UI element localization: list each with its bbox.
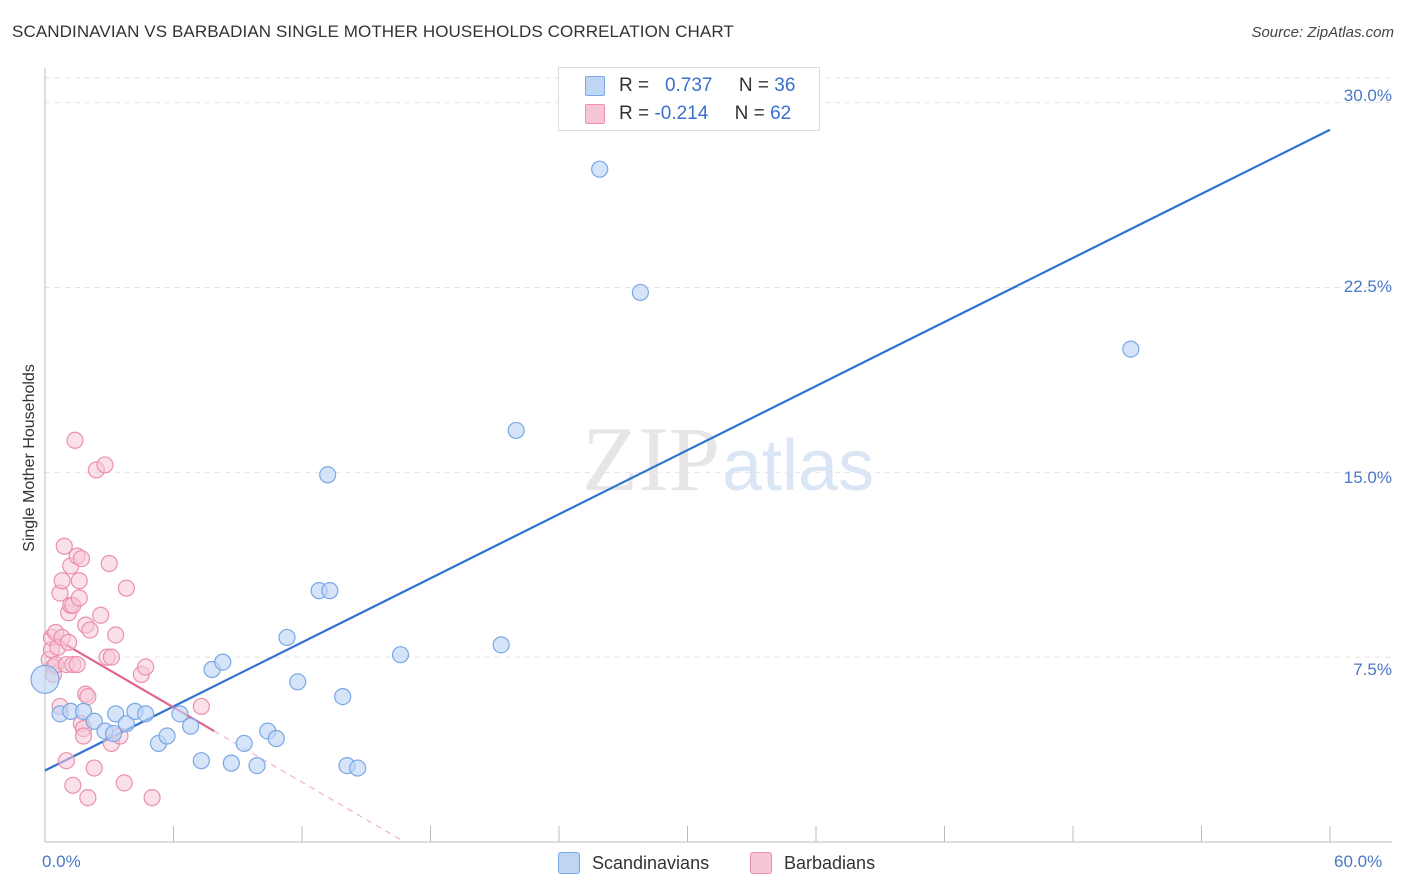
legend-row-scandinavians: R = 0.737 N = 36 — [585, 74, 795, 98]
scandinavians-point — [267, 729, 285, 748]
scandinavians-point — [591, 160, 609, 178]
barbadians-points — [40, 431, 210, 807]
barbadians-point — [85, 759, 103, 777]
scandinavians-point — [85, 712, 103, 730]
y-tick-label: 7.5% — [1353, 660, 1392, 679]
barbadians-point — [137, 658, 155, 676]
scandinavians-point — [1122, 340, 1140, 358]
n-label: N = — [734, 103, 765, 124]
legend-swatch-blue — [558, 852, 580, 874]
scandinavians-point — [492, 636, 510, 654]
barbadians-point — [79, 687, 97, 706]
legend-swatch-pink — [750, 852, 772, 874]
barbadians-point — [70, 572, 88, 590]
n-value: 62 — [770, 103, 792, 124]
scandinavians-point — [104, 724, 123, 743]
legend-swatch-blue — [585, 76, 605, 96]
watermark-zip: ZIP — [582, 408, 720, 510]
y-tick-label: 15.0% — [1343, 468, 1392, 487]
y-tick-label: 30.0% — [1343, 86, 1392, 105]
scandinavians-point — [74, 702, 93, 720]
n-label: N = — [738, 75, 770, 96]
x-tick-label-max: 60.0% — [1334, 852, 1383, 871]
barbadians-point — [115, 774, 133, 792]
legend-swatch-pink — [585, 104, 605, 124]
scandinavians-point — [319, 466, 337, 484]
scandinavians-point — [235, 734, 253, 753]
barbadians-point — [66, 431, 84, 449]
scandinavians-point — [222, 754, 240, 772]
scandinavians-point — [248, 756, 266, 775]
legend-label: Barbadians — [784, 852, 876, 873]
scandinavians-point — [117, 715, 135, 733]
scandinavians-point — [278, 628, 296, 647]
scandinavians-point — [171, 705, 189, 723]
scandinavians-point — [107, 705, 125, 723]
barbadians-point — [68, 655, 86, 674]
scandinavians-point — [137, 705, 155, 723]
scandinavians-point — [391, 646, 410, 664]
barbadians-point — [102, 648, 120, 666]
y-tick-label: 22.5% — [1343, 277, 1392, 296]
legend-label: Scandinavians — [592, 852, 710, 873]
legend-item-barbadians[interactable]: Barbadians — [750, 852, 875, 874]
n-value: 36 — [774, 75, 796, 96]
barbadians-point — [100, 554, 118, 573]
legend-item-scandinavians[interactable]: Scandinavians — [558, 852, 709, 874]
barbadians-point — [74, 727, 93, 745]
scandinavians-point — [182, 717, 200, 735]
barbadians-point — [59, 633, 78, 651]
barbadians-point — [53, 572, 71, 590]
scandinavians-point — [334, 687, 352, 706]
axes — [44, 68, 1392, 843]
chart-title: SCANDINAVIAN VS BARBADIAN SINGLE MOTHER … — [12, 22, 734, 41]
gridlines — [45, 77, 1392, 658]
stats-legend: R = 0.737 N = 36 R = -0.214 N = 62 — [558, 67, 820, 131]
legend-row-barbadians: R = -0.214 N = 62 — [585, 102, 791, 126]
barbadians-point — [192, 697, 210, 716]
barbadians-point — [70, 589, 88, 607]
barbadians-point — [96, 456, 114, 474]
r-value: -0.214 — [654, 103, 709, 124]
scandinavians-point — [30, 664, 60, 694]
scandinavians-point — [631, 283, 649, 302]
watermark-atlas: atlas — [722, 426, 874, 506]
barbadians-point — [92, 606, 110, 624]
r-label: R = — [619, 75, 650, 96]
r-value: 0.737 — [664, 75, 713, 96]
scandinavians-point — [507, 421, 525, 440]
barbadians-point — [57, 752, 76, 770]
scandinavians-point — [289, 673, 307, 691]
scandinavians-point — [158, 727, 176, 745]
barbadians-point — [143, 789, 161, 807]
x-tick-label-min: 0.0% — [42, 852, 81, 871]
scandinavians-trend-line — [44, 128, 1331, 772]
barbadians-point — [72, 549, 91, 568]
barbadians-point — [55, 537, 73, 555]
scandinavians-point — [349, 759, 367, 777]
r-label: R = — [619, 103, 650, 124]
scandinavians-point — [192, 752, 210, 770]
source-label: Source: ZipAtlas.com — [1251, 24, 1394, 41]
barbadians-point — [107, 626, 125, 644]
barbadians-point — [79, 789, 97, 807]
barbadians-point — [81, 621, 99, 639]
barbadians-point — [64, 776, 82, 794]
scandinavians-points — [30, 160, 1140, 777]
scandinavians-point — [214, 653, 232, 671]
scandinavians-point — [321, 582, 339, 600]
barbadians-point — [117, 579, 135, 597]
